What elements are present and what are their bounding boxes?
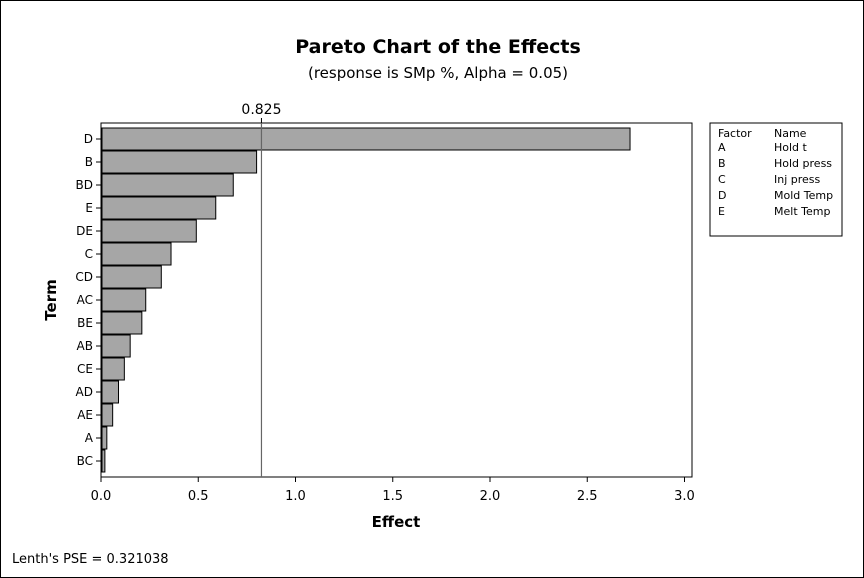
lenth-pse-footer: Lenth's PSE = 0.321038 [12, 552, 169, 567]
legend-rows: A Hold t B Hold press C Inj press D Mold Temp E M… [718, 141, 833, 218]
y-tick-label: A [85, 431, 94, 445]
y-tick-label: BE [77, 316, 93, 330]
legend-name: Hold press [774, 157, 832, 170]
x-axis-label: Effect [372, 513, 421, 531]
y-tick-label: B [85, 155, 93, 169]
bar-ab [101, 334, 131, 358]
legend-factor: B [718, 157, 726, 170]
y-tick-label: D [84, 132, 93, 146]
y-tick-label: AD [76, 385, 93, 399]
legend-name: Melt Temp [774, 205, 830, 218]
y-ticks-group: DB BD E DE C CD AC BE AB CE AD AE A BC [75, 132, 101, 468]
bar-bd [101, 173, 234, 197]
y-tick-label: AE [77, 408, 93, 422]
x-tick-label: 0.5 [188, 489, 209, 504]
legend-factor: C [718, 173, 726, 186]
x-ticks-group: 0.0 0.5 1.0 1.5 2.0 2.5 3.0 [91, 477, 695, 504]
bar-bc [101, 449, 106, 473]
bar-e [101, 196, 217, 220]
y-tick-label: BC [77, 454, 93, 468]
y-tick-label: AC [77, 293, 93, 307]
y-axis-label: Term [42, 279, 60, 320]
legend-header-name: Name [774, 127, 807, 140]
chart-subtitle: (response is SMp %, Alpha = 0.05) [308, 64, 568, 82]
bar-be [101, 311, 143, 335]
bar-de [101, 219, 197, 243]
y-tick-label: CE [77, 362, 93, 376]
x-tick-label: 1.5 [382, 489, 403, 504]
legend-factor: E [718, 205, 725, 218]
x-tick-label: 0.0 [91, 489, 112, 504]
bars-group [101, 127, 631, 473]
legend-name: Mold Temp [774, 189, 833, 202]
x-tick-label: 1.0 [285, 489, 306, 504]
legend-factor: D [718, 189, 726, 202]
bar-cd [101, 265, 162, 289]
y-tick-label: E [85, 201, 93, 215]
chart-title: Pareto Chart of the Effects [295, 36, 581, 58]
legend-box [709, 122, 843, 237]
x-tick-label: 3.0 [674, 489, 695, 504]
x-tick-label: 2.0 [480, 489, 501, 504]
y-tick-label: DE [76, 224, 93, 238]
bar-ce [101, 357, 125, 381]
bar-ae [101, 403, 114, 427]
y-tick-label: C [85, 247, 93, 261]
bar-c [101, 242, 172, 266]
legend-name: Hold t [774, 141, 808, 154]
bar-a [101, 426, 108, 450]
legend-header-factor: Factor [718, 127, 752, 140]
y-tick-label: CD [75, 270, 93, 284]
y-tick-label: AB [77, 339, 93, 353]
legend-name: Inj press [774, 173, 821, 186]
bar-d [101, 127, 631, 151]
bar-ad [101, 380, 120, 404]
legend-factor: A [718, 141, 726, 154]
legend: Factor Name A Hold t B Hold press C Inj press… [709, 122, 843, 237]
bar-b [101, 150, 258, 174]
x-tick-label: 2.5 [577, 489, 598, 504]
y-tick-label: BD [76, 178, 93, 192]
bar-ac [101, 288, 147, 312]
reference-line-label: 0.825 [241, 102, 281, 118]
